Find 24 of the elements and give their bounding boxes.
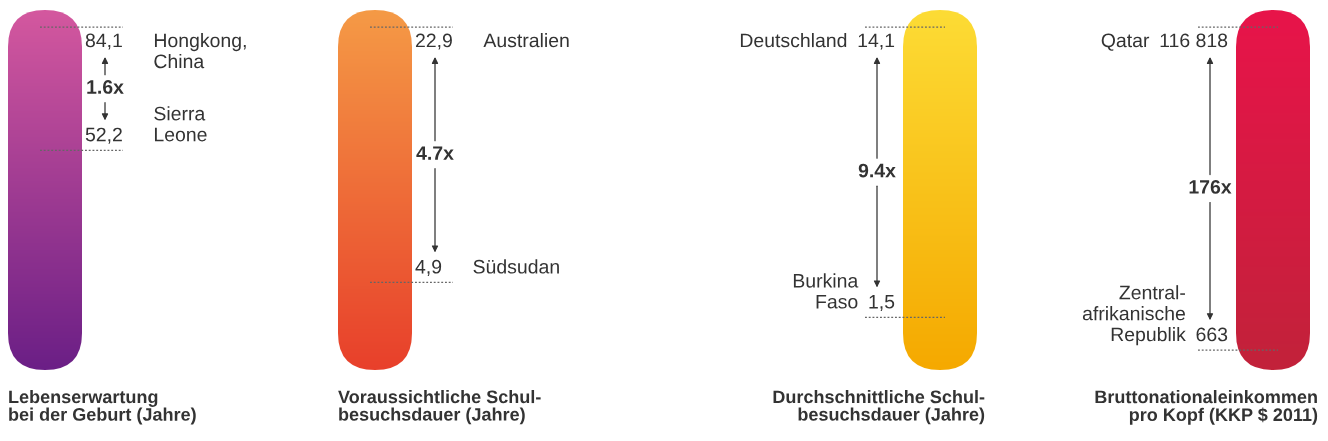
category-label: Zentral- afrikanische Republik xyxy=(1082,285,1186,346)
category-label: Deutschland xyxy=(740,33,847,48)
category-label: Burkina Faso xyxy=(793,273,859,309)
text: 4.7x xyxy=(416,146,454,160)
text: 1.6x xyxy=(87,80,124,94)
text: Voraussichtliche Schul- besuchsdauer (Jahre) xyxy=(338,390,541,425)
data-label: 52,2 xyxy=(85,127,122,144)
data-label: 14,1 xyxy=(858,33,895,50)
text: 176x xyxy=(1189,180,1232,194)
text: Bruttonationaleinkommen pro Kopf (KKP $ 2011) xyxy=(1095,390,1318,425)
category-label: Australien xyxy=(483,33,569,48)
data-label: 116 818 xyxy=(1160,33,1228,48)
category-label: Südsudan xyxy=(473,259,559,274)
data-label: 84,1 xyxy=(85,33,122,50)
category-label: Qatar xyxy=(1101,33,1150,51)
data-label: 22,9 xyxy=(415,33,452,50)
text: 9.4x xyxy=(858,163,896,178)
category-label: Sierra Leone xyxy=(154,106,207,142)
text: Lebenserwartung bei der Geburt (Jahre) xyxy=(9,390,196,425)
data-label: 663 xyxy=(1196,327,1228,342)
category-label: Hongkong, China xyxy=(154,33,246,69)
text: Durchschnittliche Schul- besuchsdauer (Jahre) xyxy=(773,390,985,425)
data-label: 4,9 xyxy=(415,259,442,276)
data-label: 1,5 xyxy=(869,295,895,311)
